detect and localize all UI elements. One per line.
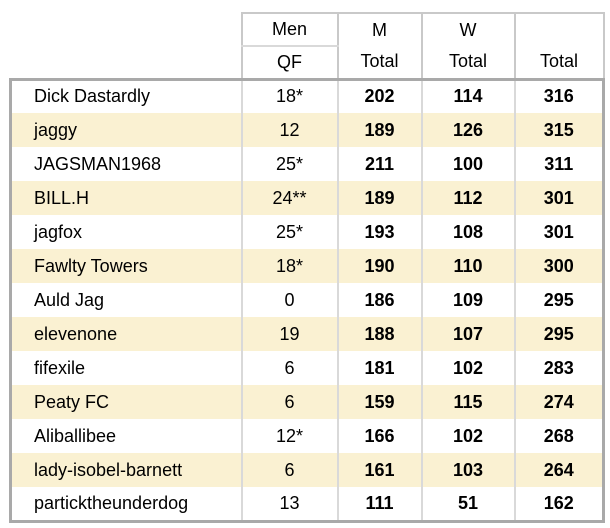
player-name-cell: BILL.H [34, 187, 90, 208]
header-total: Total [513, 46, 605, 79]
m-total-cell: 166 [336, 419, 422, 453]
total-cell: 311 [513, 147, 604, 181]
m-total-cell: 159 [336, 385, 422, 419]
total-cell: 316 [513, 79, 604, 113]
player-name-cell: JAGSMAN1968 [34, 153, 162, 174]
header-w-total: Total [420, 46, 516, 79]
table-row: Peaty FC 6 159 115 274 [10, 385, 604, 419]
table-row: jaggy 12 189 126 315 [10, 113, 604, 147]
header-m-total: Total [336, 46, 423, 79]
player-name-cell: Aliballibee [34, 425, 117, 446]
table-row: Dick Dastardly 18* 202 114 316 [11, 79, 604, 113]
m-total-cell: 161 [336, 453, 422, 487]
m-total-cell: 202 [336, 79, 422, 113]
table-row: Fawlty Towers 18* 190 110 300 [10, 249, 604, 283]
table-body: Dick Dastardly 18* 202 114 316 jaggy 12 189 126 3… [10, 79, 604, 521]
table-header: Men M W QF Total Total Total [10, 12, 605, 79]
m-total-cell: 111 [336, 487, 422, 521]
total-cell: 283 [513, 351, 604, 385]
w-total-cell: 114 [420, 79, 515, 113]
w-total-cell: 115 [420, 385, 515, 419]
men-qf-cell: 12* [240, 419, 338, 453]
table-row: lady-isobel-barnett 6 161 103 264 [10, 453, 604, 487]
men-qf-cell: 18* [240, 79, 338, 113]
header-total-blank [513, 12, 605, 46]
standings-table-container: Men M W QF Total Total Total Dick Dastar… [9, 12, 605, 523]
total-cell: 315 [513, 113, 604, 147]
header-w: W [420, 12, 516, 46]
table-row: fifexile 6 181 102 283 [11, 351, 604, 385]
men-qf-cell: 0 [240, 283, 338, 317]
men-qf-cell: 6 [240, 453, 338, 487]
w-total-cell: 102 [420, 351, 515, 385]
player-name-cell: lady-isobel-barnett [34, 459, 183, 480]
header-spacer [10, 46, 242, 79]
player-name-cell: particktheunderdog [34, 492, 189, 513]
standings-table: Men M W QF Total Total Total Dick Dastar… [9, 12, 605, 523]
men-qf-cell: 13 [240, 487, 338, 521]
player-name-cell: Auld Jag [34, 289, 105, 310]
w-total-cell: 110 [420, 249, 515, 283]
table-row: elevenone 19 188 107 295 [10, 317, 604, 351]
total-cell: 274 [513, 385, 604, 419]
m-total-cell: 190 [336, 249, 422, 283]
m-total-cell: 188 [336, 317, 422, 351]
w-total-cell: 100 [420, 147, 515, 181]
w-total-cell: 126 [420, 113, 515, 147]
header-m: M [336, 12, 423, 46]
men-qf-cell: 12 [240, 113, 338, 147]
table-row: particktheunderdog 13 111 51 162 [11, 487, 604, 521]
player-name-cell: jagfox [34, 221, 83, 242]
men-qf-cell: 24** [240, 181, 338, 215]
w-total-cell: 109 [420, 283, 515, 317]
table-row: BILL.H 24** 189 112 301 [10, 181, 604, 215]
m-total-cell: 181 [336, 351, 422, 385]
header-men: Men [240, 12, 339, 47]
table-row: Aliballibee 12* 166 102 268 [11, 419, 604, 453]
total-cell: 301 [513, 181, 604, 215]
men-qf-cell: 19 [240, 317, 338, 351]
men-qf-cell: 18* [240, 249, 338, 283]
w-total-cell: 103 [420, 453, 515, 487]
table-row: Auld Jag 0 186 109 295 [11, 283, 604, 317]
player-name-cell: Dick Dastardly [34, 86, 151, 107]
men-qf-cell: 6 [240, 385, 338, 419]
w-total-cell: 102 [420, 419, 515, 453]
men-qf-cell: 6 [240, 351, 338, 385]
m-total-cell: 211 [336, 147, 422, 181]
player-name-cell: Peaty FC [34, 391, 110, 412]
w-total-cell: 107 [420, 317, 515, 351]
w-total-cell: 108 [420, 215, 515, 249]
header-row-top: Men M W [10, 12, 605, 47]
player-name-cell: elevenone [34, 323, 118, 344]
player-name-cell: fifexile [34, 357, 86, 378]
m-total-cell: 193 [336, 215, 422, 249]
w-total-cell: 112 [420, 181, 515, 215]
table-row: JAGSMAN1968 25* 211 100 311 [11, 147, 604, 181]
player-name-cell: jaggy [34, 119, 78, 140]
total-cell: 268 [513, 419, 604, 453]
header-spacer [10, 13, 242, 46]
men-qf-cell: 25* [240, 215, 338, 249]
m-total-cell: 186 [336, 283, 422, 317]
table-row: jagfox 25* 193 108 301 [11, 215, 604, 249]
total-cell: 264 [513, 453, 604, 487]
total-cell: 162 [513, 487, 604, 521]
header-men-qf: QF [240, 46, 339, 79]
total-cell: 295 [513, 283, 604, 317]
w-total-cell: 51 [420, 487, 515, 521]
total-cell: 301 [513, 215, 604, 249]
total-cell: 295 [513, 317, 604, 351]
player-name-cell: Fawlty Towers [34, 255, 148, 276]
m-total-cell: 189 [336, 181, 422, 215]
total-cell: 300 [513, 249, 604, 283]
m-total-cell: 189 [336, 113, 422, 147]
header-row-bottom: QF Total Total Total [10, 46, 605, 79]
men-qf-cell: 25* [240, 147, 338, 181]
